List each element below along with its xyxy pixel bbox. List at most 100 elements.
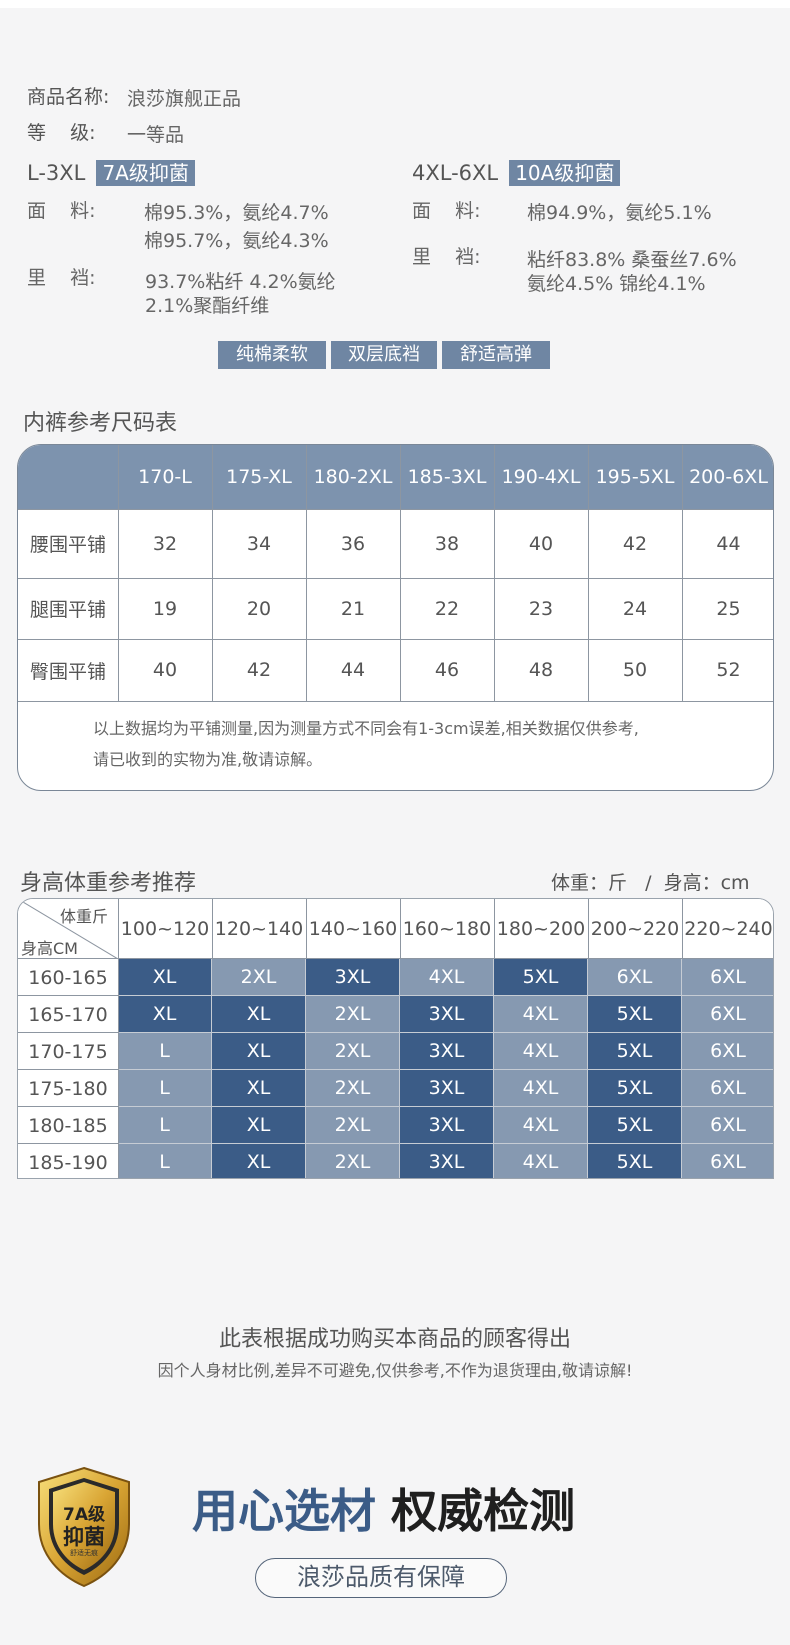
- size-column-header: 200-6XL: [689, 466, 768, 488]
- recommend-size-cell: 3XL: [400, 996, 494, 1033]
- right-lining-line-1: 粘纤83.8% 桑蚕丝7.6%: [527, 249, 737, 271]
- height-row-label: 160-165: [18, 959, 118, 996]
- right-antibacterial-tag: 10A级抑菌: [509, 160, 621, 186]
- recommend-size-cell: 2XL: [306, 1070, 400, 1107]
- size-cell: 50: [622, 659, 648, 681]
- recommend-size-cell: 4XL: [494, 1107, 588, 1144]
- recommend-size-cell: L: [118, 1070, 212, 1107]
- left-antibacterial-tag: 7A级抑菌: [96, 160, 195, 186]
- left-lining-label: 里 裆:: [27, 267, 96, 289]
- recommend-size-cell: L: [118, 1033, 212, 1070]
- recommend-size-cell: 6XL: [682, 1144, 773, 1178]
- left-fabric-line-1: 棉95.3%，氨纶4.7%: [144, 202, 329, 224]
- feature-tag-high-stretch: 舒适高弹: [442, 341, 550, 369]
- antibacterial-shield-icon: 7A级 抑菌 舒适无痕: [33, 1466, 135, 1588]
- recommend-units: 体重：斤 / 身高：cm: [551, 872, 750, 894]
- size-column-header: 190-4XL: [501, 466, 581, 488]
- recommend-size-cell: 6XL: [682, 1070, 773, 1107]
- size-row-label: 腿围平铺: [29, 599, 106, 621]
- size-cell: 25: [716, 597, 741, 620]
- height-row-label: 185-190: [18, 1144, 118, 1178]
- size-cell: 20: [246, 597, 272, 620]
- size-cell: 19: [152, 597, 178, 620]
- recommend-size-cell: XL: [118, 959, 212, 996]
- size-cell: 40: [152, 659, 178, 681]
- recommend-size-cell: 3XL: [400, 1070, 494, 1107]
- recommend-size-cell: XL: [212, 1070, 306, 1107]
- corner-cell: 体重斤 身高CM: [18, 899, 118, 959]
- recommend-size-cell: 6XL: [682, 1107, 773, 1144]
- recommend-size-cell: 4XL: [494, 1070, 588, 1107]
- recommend-size-cell: XL: [212, 1107, 306, 1144]
- size-row-label: 臀围平铺: [29, 660, 106, 683]
- left-fabric-line-2: 棉95.7%，氨纶4.3%: [144, 230, 329, 252]
- badge-line-1: 7A级: [63, 1505, 105, 1525]
- recommend-size-cell: 6XL: [682, 996, 773, 1033]
- right-size-range: 4XL-6XL: [412, 161, 499, 185]
- recommend-size-cell: L: [118, 1107, 212, 1144]
- weight-column-header: 180~200: [494, 899, 588, 959]
- recommend-size-cell: 2XL: [306, 996, 400, 1033]
- disclaimer-line-2: 因个人身材比例,差异不可避免,仅供参考,不作为退货理由,敬请谅解!: [157, 1361, 633, 1380]
- weight-column-header: 100~120: [118, 899, 212, 959]
- size-cell: 32: [152, 532, 178, 555]
- height-row-label: 170-175: [18, 1033, 118, 1070]
- recommend-size-cell: 5XL: [494, 959, 588, 996]
- recommend-size-cell: 5XL: [588, 1144, 682, 1178]
- size-cell: 34: [246, 532, 272, 555]
- recommend-size-cell: 2XL: [306, 1144, 400, 1178]
- recommend-size-cell: 5XL: [588, 996, 682, 1033]
- right-fabric-label: 面 料:: [412, 200, 481, 222]
- size-cell: 48: [528, 659, 554, 681]
- quality-pill: 浪莎品质有保障: [255, 1558, 507, 1598]
- weight-column-header: 200~220: [588, 899, 682, 959]
- size-row-label: 腰围平铺: [29, 534, 106, 556]
- height-row-label: 180-185: [18, 1107, 118, 1144]
- disclaimer-line-1: 此表根据成功购买本商品的顾客得出: [218, 1327, 571, 1352]
- corner-height-label: 身高CM: [21, 939, 78, 958]
- size-chart-table: 170-L 175-XL 180-2XL 185-3XL 190-4XL 195…: [17, 444, 774, 791]
- size-cell: 44: [340, 659, 366, 681]
- recommend-size-cell: 4XL: [494, 1033, 588, 1070]
- recommend-size-cell: 4XL: [494, 996, 588, 1033]
- size-note-line-2: 请已收到的实物为准,敬请谅解。: [93, 750, 323, 769]
- size-cell: 38: [434, 532, 460, 555]
- size-cell: 23: [528, 597, 554, 620]
- recommend-size-cell: XL: [212, 1144, 306, 1178]
- size-cell: 21: [340, 597, 366, 620]
- size-chart-title: 内裤参考尺码表: [23, 411, 178, 436]
- size-cell: 40: [528, 532, 554, 555]
- recommend-table: 体重斤 身高CM 100~120 120~140 140~160 160~180…: [17, 898, 774, 1179]
- recommend-size-cell: 4XL: [400, 959, 494, 996]
- weight-column-header: 160~180: [400, 899, 494, 959]
- left-size-range: L-3XL: [27, 161, 86, 185]
- recommend-size-cell: 5XL: [588, 1107, 682, 1144]
- size-cell: 22: [434, 597, 460, 620]
- recommend-size-cell: 3XL: [400, 1107, 494, 1144]
- left-fabric-label: 面 料:: [27, 200, 96, 222]
- feature-tag-soft-cotton: 纯棉柔软: [218, 341, 326, 369]
- right-fabric-line-1: 棉94.9%，氨纶5.1%: [527, 202, 712, 224]
- recommend-title: 身高体重参考推荐: [20, 871, 197, 896]
- recommend-size-cell: 6XL: [682, 959, 773, 996]
- recommend-size-cell: XL: [212, 1033, 306, 1070]
- height-row-label: 165-170: [18, 996, 118, 1033]
- weight-column-header: 220~240: [682, 899, 773, 959]
- left-spec-header: L-3XL 7A级抑菌: [27, 160, 195, 186]
- right-lining-label: 里 裆:: [412, 246, 481, 268]
- recommend-size-cell: 2XL: [306, 1107, 400, 1144]
- grade-value: 一等品: [127, 124, 185, 146]
- size-cell: 52: [716, 659, 741, 681]
- recommend-size-cell: L: [118, 1144, 212, 1178]
- top-band: [0, 0, 790, 8]
- badge-line-3: 舒适无痕: [70, 1549, 98, 1557]
- slogan: 用心选材 权威检测: [192, 1475, 575, 1541]
- size-cell: 46: [434, 659, 460, 681]
- size-column-header: 180-2XL: [313, 466, 393, 488]
- height-row-label: 175-180: [18, 1070, 118, 1107]
- recommend-size-cell: 5XL: [588, 1033, 682, 1070]
- grade-label: 等 级:: [27, 122, 96, 144]
- corner-weight-label: 体重斤: [60, 907, 109, 926]
- recommend-size-cell: 5XL: [588, 1070, 682, 1107]
- diagonal-line: [18, 899, 118, 959]
